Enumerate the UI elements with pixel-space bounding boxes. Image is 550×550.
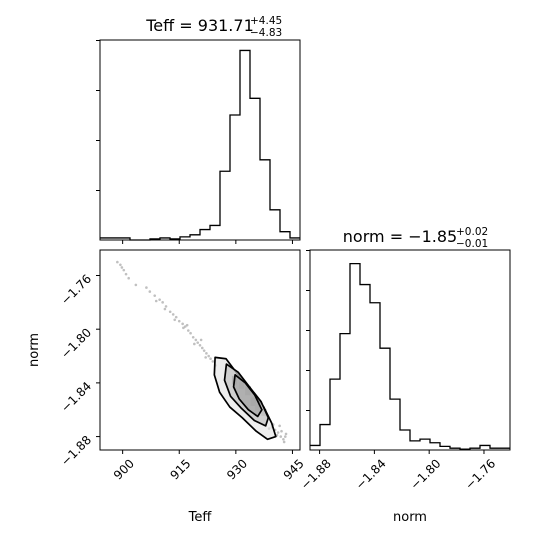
density-point-38: [163, 307, 167, 311]
density-point-8: [148, 290, 152, 293]
density-contour-2: [232, 373, 263, 418]
teff-xtick-label-1: 915: [167, 456, 193, 482]
density-point-6: [134, 283, 138, 287]
density-point-50: [278, 424, 281, 428]
density-scatter-points: [116, 260, 288, 444]
norm-ytick-label-3: −1.88: [58, 433, 94, 469]
density-point-3: [124, 272, 128, 276]
density-point-47: [284, 432, 288, 436]
density-point-25: [200, 346, 204, 350]
teff-xlabel: Teff: [188, 510, 213, 525]
density-point-42: [276, 431, 280, 434]
density-point-45: [280, 429, 283, 433]
density-point-9: [153, 294, 157, 297]
norm-title-lower: −0.01: [456, 238, 488, 250]
density-xticks: 900 915 930 945: [111, 450, 307, 483]
density-point-4: [120, 266, 124, 269]
density-frame: [99, 249, 301, 451]
density-point-30: [185, 323, 189, 327]
teff-marginal-title: Teff = 931.71: [145, 16, 254, 35]
norm-marginal-title: norm = −1.85: [343, 227, 457, 246]
density-point-52: [283, 435, 287, 438]
density-point-10: [158, 298, 161, 301]
density-point-37: [173, 318, 177, 322]
norm-xlabel: norm: [393, 510, 427, 525]
density-point-31: [182, 326, 185, 330]
density-point-16: [177, 319, 181, 323]
density-point-48: [282, 440, 286, 444]
density-point-15: [174, 315, 178, 319]
density-point-13: [168, 310, 172, 314]
teff-title-upper: +4.45: [250, 15, 282, 27]
teff-title-value: 931.71: [198, 16, 254, 35]
norm-title-param: norm: [343, 227, 385, 246]
density-point-23: [196, 341, 200, 344]
density-point-22: [194, 338, 198, 342]
norm-marginal-panel: norm = −1.85 +0.02 −0.01 −1.88 −1.84 −1.80…: [298, 226, 511, 525]
density-point-29: [209, 357, 212, 361]
density-point-20: [189, 331, 192, 335]
norm-ytick-label-1: −1.80: [58, 325, 94, 361]
teff-marginal-xticks: [122, 240, 293, 244]
density-panel: 900 915 930 945 −1.76−1.80−1.84−1.88 Teff n…: [27, 249, 307, 525]
density-point-27: [205, 352, 208, 355]
density-point-17: [181, 322, 184, 326]
norm-title-value: −1.85: [408, 227, 457, 246]
norm-xtick-label-2: −1.80: [408, 456, 444, 492]
density-point-1: [119, 263, 122, 267]
density-point-28: [207, 354, 210, 358]
density-point-39: [154, 299, 158, 303]
norm-ytick-label-0: −1.76: [58, 272, 94, 308]
density-point-19: [187, 329, 190, 332]
density-point-43: [279, 435, 283, 438]
density-point-32: [193, 342, 196, 346]
norm-marginal-yticks: [306, 250, 310, 411]
norm-marginal-frame: [309, 249, 511, 451]
teff-xtick-label-0: 900: [111, 456, 137, 482]
density-point-21: [191, 335, 195, 339]
norm-xtick-label-0: −1.88: [298, 456, 334, 492]
density-point-12: [164, 305, 168, 308]
density-point-11: [161, 301, 164, 304]
density-point-2: [122, 268, 126, 272]
density-point-7: [145, 286, 148, 289]
density-point-34: [204, 356, 207, 359]
norm-xtick-label-3: −1.76: [462, 456, 498, 492]
norm-ylabel: norm: [27, 333, 42, 367]
teff-title-lower: −4.83: [250, 27, 282, 39]
density-point-26: [202, 349, 206, 352]
density-point-35: [211, 360, 215, 363]
density-contours: [213, 356, 277, 441]
density-point-33: [199, 338, 203, 342]
norm-title-eq: =: [390, 227, 409, 246]
teff-histogram: [100, 49, 300, 241]
density-point-0: [116, 260, 119, 264]
density-point-18: [183, 325, 187, 328]
norm-ytick-label-2: −1.84: [58, 379, 94, 415]
density-point-5: [127, 276, 130, 280]
teff-marginal-panel: Teff = 931.71 +4.45 −4.83: [96, 15, 301, 244]
norm-xtick-label-1: −1.84: [353, 456, 389, 492]
density-point-44: [282, 437, 285, 441]
norm-title-upper: +0.02: [456, 226, 488, 238]
density-point-14: [171, 313, 175, 316]
teff-xtick-label-2: 930: [224, 456, 250, 482]
density-yticks: −1.76 −1.80 −1.84 −1.88: [58, 272, 100, 469]
density-point-24: [198, 344, 202, 347]
norm-histogram: [310, 262, 510, 450]
teff-title-param: Teff: [145, 16, 175, 35]
teff-marginal-yticks: [96, 40, 100, 191]
norm-marginal-xticks: −1.88 −1.84 −1.80 −1.76: [298, 450, 498, 492]
teff-title-eq: =: [179, 16, 198, 35]
